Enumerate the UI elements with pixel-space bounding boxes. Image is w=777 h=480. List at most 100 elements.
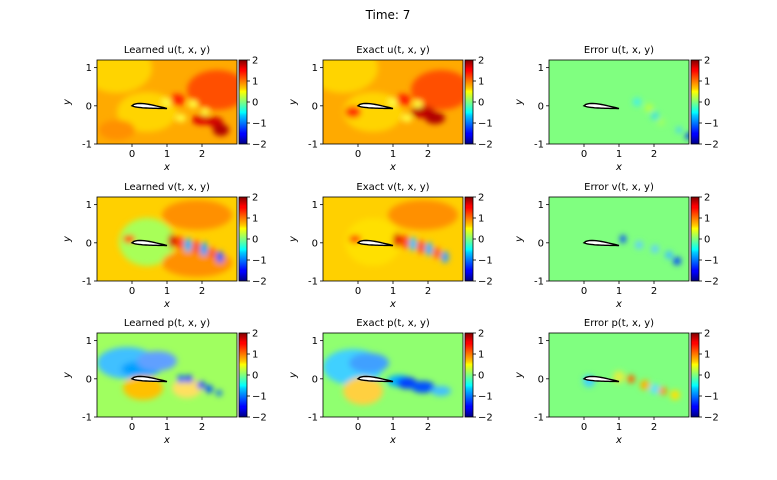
flow-feature <box>673 257 681 265</box>
flow-feature <box>197 381 205 389</box>
colorbar-gradient <box>464 332 474 418</box>
x-tick-label: 1 <box>390 286 396 297</box>
y-tick-label: -1 <box>82 140 92 151</box>
y-tick-label: 1 <box>86 200 92 211</box>
y-axis-label: y <box>288 371 299 379</box>
subplot-p-learned: 0 1 2 -1 0 1 x y Learned p(t, x, y) 2 1 0 −1 −2 <box>62 318 267 446</box>
x-tick-label: 0 <box>581 286 587 297</box>
flow-feature <box>411 70 463 110</box>
flow-feature <box>411 381 435 393</box>
airfoil-shape <box>356 375 394 383</box>
flow-feature <box>441 251 449 263</box>
y-axis-label: y <box>288 235 299 243</box>
y-tick-label: -1 <box>308 277 318 288</box>
x-tick-label: 0 <box>355 422 361 433</box>
airfoil-shape <box>582 239 620 247</box>
colorbar-tick-label: −1 <box>704 119 719 130</box>
y-tick-label: 1 <box>538 200 544 211</box>
x-axis-label: x <box>163 299 170 310</box>
flow-feature <box>349 353 389 373</box>
x-axis-label: x <box>163 162 170 173</box>
flow-feature <box>413 100 423 108</box>
heatmap-v-error <box>549 197 689 281</box>
colorbar-tick-label: 0 <box>252 98 258 109</box>
subplot-title: Error u(t, x, y) <box>584 45 654 56</box>
colorbar-tick-label: −1 <box>252 256 267 267</box>
colorbar-tick-label: −1 <box>478 392 493 403</box>
x-axis-label: x <box>615 435 622 446</box>
colorbar-tick-label: −2 <box>478 140 493 151</box>
subplot-title: Exact u(t, x, y) <box>356 45 430 56</box>
flow-feature <box>200 242 208 256</box>
flow-feature <box>388 200 458 230</box>
colorbar: 2 1 0 −1 −2 <box>464 56 493 151</box>
y-tick-label: 0 <box>312 101 318 112</box>
colorbar-tick-label: 1 <box>704 350 710 361</box>
x-tick-label: 2 <box>199 286 205 297</box>
y-tick-label: 0 <box>312 374 318 385</box>
y-tick-label: -1 <box>534 140 544 151</box>
colorbar-tick-label: 1 <box>478 350 484 361</box>
x-tick-label: 0 <box>129 286 135 297</box>
subplot-u-error: 0 1 2 -1 0 1 x y Error u(t, x, y) 2 1 0 −1 −2 <box>514 45 719 173</box>
colorbar-tick-label: −1 <box>478 119 493 130</box>
colorbar-tick-label: −2 <box>478 277 493 288</box>
x-tick-label: 2 <box>199 149 205 160</box>
heatmap-v-learned <box>97 197 237 281</box>
x-tick-label: 2 <box>651 422 657 433</box>
flow-feature <box>633 98 641 106</box>
colorbar-tick-label: −2 <box>704 140 719 151</box>
subplot-title: Exact v(t, x, y) <box>356 182 429 193</box>
colorbar-tick-label: 2 <box>252 56 258 67</box>
colorbar-tick-label: −1 <box>704 392 719 403</box>
colorbar-tick-label: 0 <box>478 235 484 246</box>
flow-feature <box>216 390 222 396</box>
colorbar-tick-label: −2 <box>252 140 267 151</box>
x-axis-label: x <box>615 162 622 173</box>
flow-feature <box>425 242 433 256</box>
y-tick-label: 0 <box>86 101 92 112</box>
figure-suptitle: Time: 7 <box>365 8 411 22</box>
flow-feature <box>627 375 635 383</box>
airfoil-shape <box>130 239 168 247</box>
colorbar: 2 1 0 −1 −2 <box>238 193 267 288</box>
colorbar-tick-label: −1 <box>478 256 493 267</box>
x-tick-label: 2 <box>425 149 431 160</box>
x-tick-label: 1 <box>616 149 622 160</box>
flow-feature <box>402 114 412 122</box>
colorbar-gradient <box>464 59 474 145</box>
x-tick-label: 1 <box>164 286 170 297</box>
x-axis-label: x <box>615 299 622 310</box>
flow-feature <box>651 112 659 120</box>
flow-feature <box>613 371 625 383</box>
y-tick-label: 0 <box>86 374 92 385</box>
x-tick-label: 0 <box>581 149 587 160</box>
heatmap-p-learned <box>97 333 237 417</box>
flow-feature <box>185 375 193 383</box>
x-tick-label: 2 <box>425 286 431 297</box>
subplot-u-exact: 0 1 2 -1 0 1 x y Exact u(t, x, y) 2 1 0 −1 −2 <box>288 45 493 173</box>
colorbar-tick-label: 0 <box>478 98 484 109</box>
flow-feature <box>343 377 383 405</box>
heatmap-p-exact <box>323 333 463 417</box>
flow-feature <box>172 378 202 398</box>
x-axis-label: x <box>389 162 396 173</box>
airfoil-shape <box>356 239 394 247</box>
flow-feature <box>433 247 441 259</box>
flow-feature <box>168 234 176 248</box>
colorbar-tick-label: 2 <box>478 56 484 67</box>
x-tick-label: 1 <box>164 149 170 160</box>
colorbar-tick-label: 2 <box>704 56 710 67</box>
flow-feature <box>323 60 378 93</box>
colorbar: 2 1 0 −1 −2 <box>464 329 493 424</box>
y-tick-label: 1 <box>86 336 92 347</box>
y-tick-label: 1 <box>538 336 544 347</box>
colorbar-tick-label: 1 <box>704 214 710 225</box>
y-axis-label: y <box>62 371 73 379</box>
heatmap-u-learned <box>97 60 237 144</box>
flow-feature <box>676 127 682 133</box>
flow-feature <box>431 386 451 396</box>
flow-feature <box>388 98 398 106</box>
flow-feature <box>177 375 185 383</box>
heatmap-background <box>549 60 689 144</box>
